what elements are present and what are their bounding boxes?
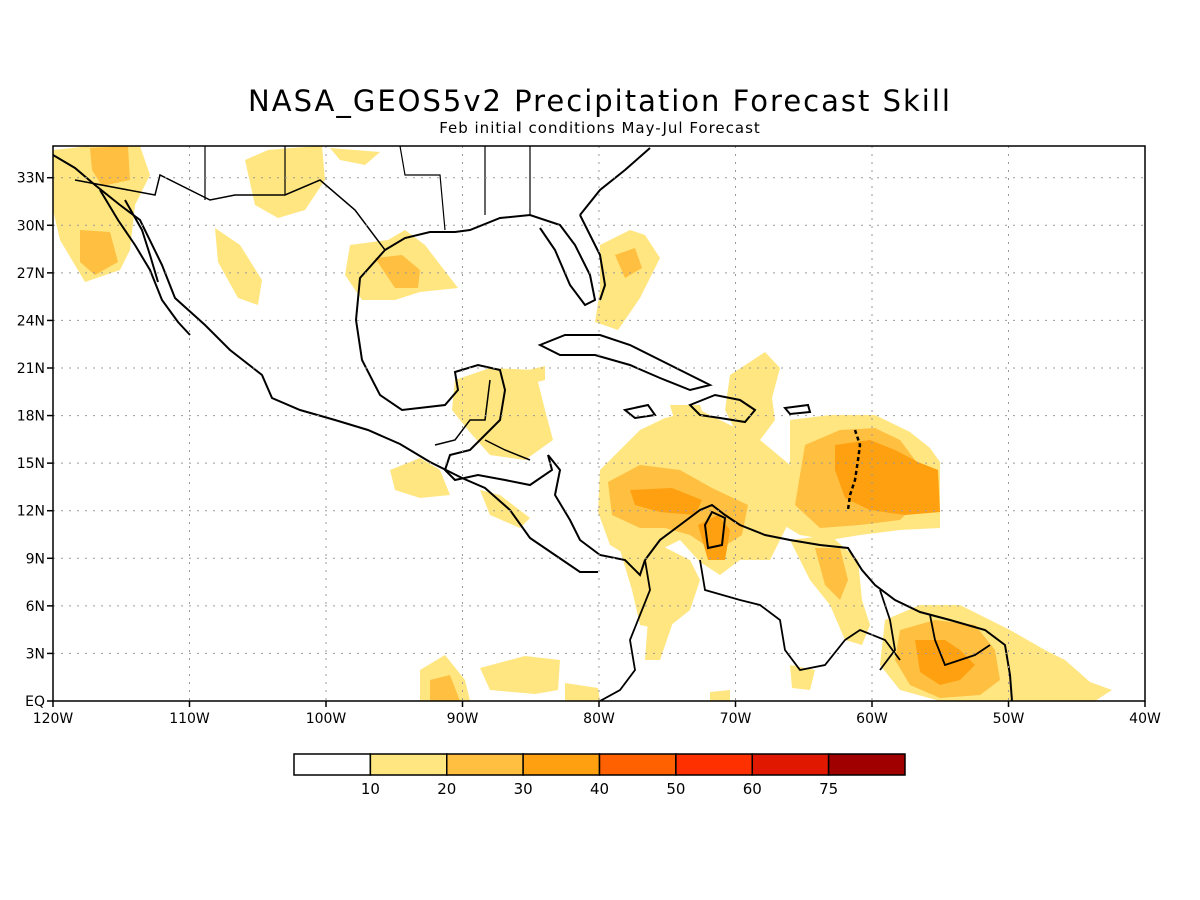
map-grid: [53, 146, 1145, 701]
skill-region: [330, 148, 380, 165]
colorbar-label: 50: [666, 780, 685, 798]
colorbar-label: 20: [437, 780, 456, 798]
skill-region: [565, 683, 600, 701]
colorbar-swatch: [446, 753, 524, 776]
y-tick-label: 9N: [26, 551, 45, 567]
colorbar-swatch: [369, 753, 448, 776]
page-title: NASA_GEOS5v2 Precipitation Forecast Skil…: [248, 84, 952, 118]
skill-region: [725, 352, 780, 440]
x-tick-label: 100W: [306, 711, 347, 727]
colorbar-swatch: [675, 753, 753, 776]
y-tick-label: 18N: [17, 409, 45, 425]
skill-region: [375, 255, 420, 288]
skill-region: [480, 656, 560, 694]
x-tick-label: 50W: [993, 711, 1025, 727]
skill-region: [480, 490, 530, 528]
colorbar-label: 75: [819, 780, 838, 798]
y-tick-label: 33N: [17, 171, 45, 187]
x-tick-label: 40W: [1129, 711, 1161, 727]
y-tick-label: 6N: [26, 599, 45, 615]
skill-region: [90, 146, 130, 186]
colorbar-label: 40: [590, 780, 609, 798]
y-axis: EQ 3N 6N 9N 12N 15N 18N 21N 24N 27N 30N 33N: [17, 171, 53, 710]
skill-region: [80, 230, 118, 275]
skill-region: [520, 366, 545, 385]
x-tick-label: 110W: [169, 711, 210, 727]
skill-region: [915, 640, 975, 685]
skill-region: [620, 545, 700, 630]
colorbar-swatch: [293, 753, 372, 776]
x-tick-label: 120W: [33, 711, 74, 727]
colorbar-swatch: [827, 753, 906, 776]
y-tick-label: 21N: [17, 361, 45, 377]
skill-region: [595, 230, 660, 330]
x-tick-label: 60W: [856, 711, 888, 727]
colorbar-label: 60: [743, 780, 762, 798]
colorbar: 10 20 30 40 50 60 75: [293, 753, 906, 798]
colorbar-label: 10: [361, 780, 380, 798]
skill-region: [710, 690, 730, 701]
skill-region: [390, 458, 450, 498]
skill-region: [815, 548, 848, 600]
skill-region: [452, 368, 553, 460]
y-tick-label: 24N: [17, 313, 45, 329]
y-tick-label: 30N: [17, 218, 45, 234]
skill-region: [215, 228, 262, 305]
colorbar-swatch: [598, 753, 677, 776]
colorbar-swatch: [522, 753, 601, 776]
colorbar-label: 30: [514, 780, 533, 798]
x-tick-label: 70W: [720, 711, 752, 727]
y-tick-label: 27N: [17, 266, 45, 282]
x-tick-label: 90W: [447, 711, 479, 727]
y-tick-label: 12N: [17, 504, 45, 520]
y-tick-label: 15N: [17, 456, 45, 472]
skill-region: [835, 440, 940, 515]
skill-region: [790, 665, 815, 690]
skill-region: [430, 675, 460, 701]
colorbar-swatch: [751, 753, 830, 776]
x-tick-label: 80W: [583, 711, 615, 727]
y-tick-label: 3N: [26, 646, 45, 662]
skill-region: [630, 488, 702, 515]
x-axis: 120W 110W 100W 90W 80W 70W 60W 50W 40W: [33, 701, 1161, 727]
skill-region: [615, 248, 642, 278]
skill-shading: [53, 146, 1112, 701]
coastlines: [53, 146, 1013, 701]
y-tick-label: EQ: [25, 694, 45, 710]
page-subtitle: Feb initial conditions May-Jul Forecast: [439, 119, 761, 137]
skill-region: [645, 588, 672, 660]
